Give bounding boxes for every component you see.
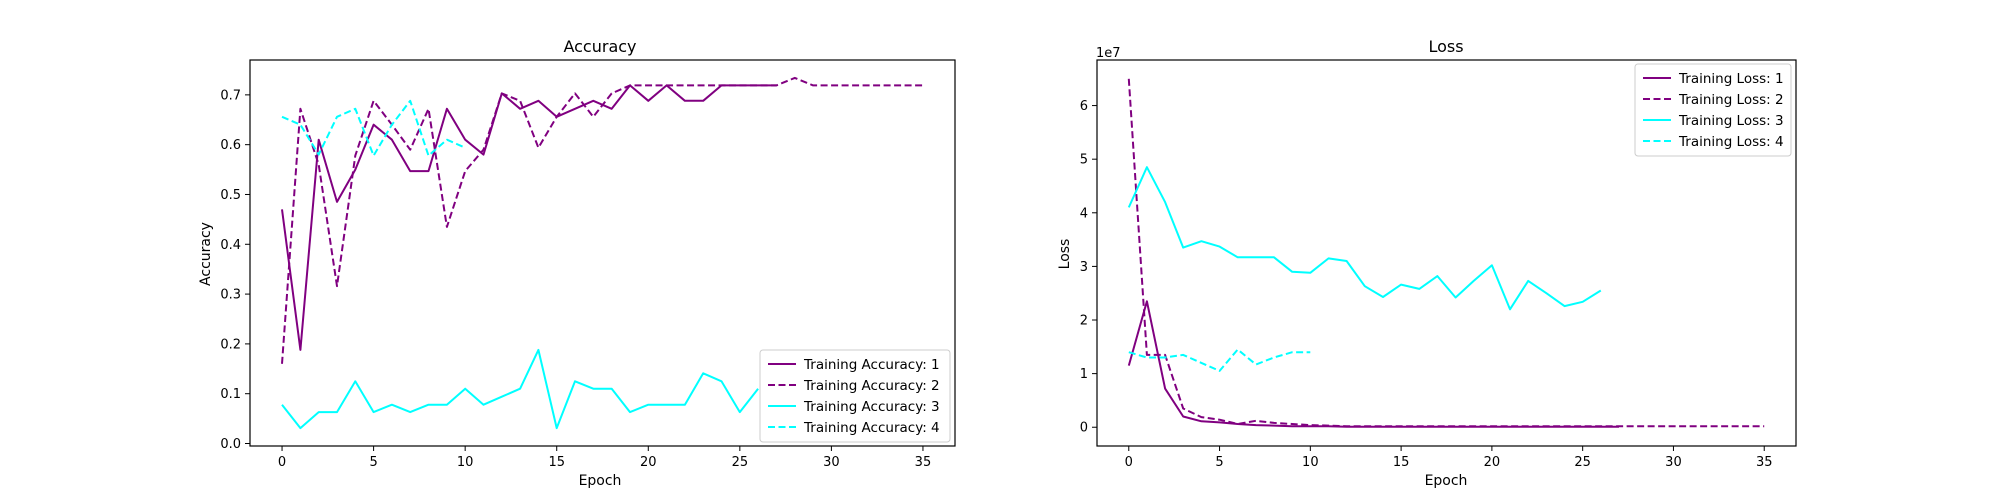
loss-legend: Training Loss: 1 Training Loss: 2 Training… xyxy=(1634,63,1792,157)
loss-legend-label-3: Training Loss: 3 xyxy=(1678,113,1784,129)
accuracy-series-line-4 xyxy=(281,99,466,157)
loss-x-tick-label: 20 xyxy=(1484,455,1501,470)
loss-y-tick-label: 2 xyxy=(1080,314,1088,329)
accuracy-y-tick-label: 0.0 xyxy=(220,437,241,452)
loss-legend-box xyxy=(1634,63,1792,157)
accuracy-series-line-2 xyxy=(281,76,923,364)
accuracy-chart-title: Accuracy xyxy=(563,37,636,56)
accuracy-y-tick-label: 0.3 xyxy=(220,288,241,303)
accuracy-x-tick-label: 5 xyxy=(369,455,377,470)
accuracy-y-tick-label: 0.1 xyxy=(220,387,241,402)
loss-y-tick-label: 5 xyxy=(1080,153,1088,168)
loss-chart-title: Loss xyxy=(1428,37,1463,56)
loss-y-axis-label: Loss xyxy=(1057,239,1073,270)
accuracy-chart: Accuracy Epoch Accuracy 0 5 10 15 20 25 30 35 0.… xyxy=(198,37,956,489)
accuracy-y-tick-label: 0.7 xyxy=(220,88,241,103)
loss-x-tick-label: 5 xyxy=(1215,455,1223,470)
accuracy-x-tick-label: 0 xyxy=(278,455,286,470)
loss-x-tick-label: 35 xyxy=(1756,455,1773,470)
accuracy-legend-label-4: Training Accuracy: 4 xyxy=(803,420,940,436)
loss-x-tick-label: 10 xyxy=(1302,455,1319,470)
accuracy-x-axis-label: Epoch xyxy=(579,473,622,489)
loss-chart: Loss Epoch Loss 1e7 0 5 10 15 20 25 30 35 0 1 2 3 4 5… xyxy=(1057,37,1797,489)
loss-y-tick-label: 3 xyxy=(1080,260,1088,275)
accuracy-y-tick-label: 0.4 xyxy=(220,238,241,253)
accuracy-y-tick-label: 0.2 xyxy=(220,337,241,352)
accuracy-series-line-3 xyxy=(281,348,759,430)
loss-y-tick-label: 0 xyxy=(1080,421,1088,436)
accuracy-y-tick-label: 0.6 xyxy=(220,138,241,153)
accuracy-x-tick-label: 25 xyxy=(732,455,749,470)
accuracy-x-tick-label: 20 xyxy=(640,455,657,470)
accuracy-y-axis-label: Accuracy xyxy=(198,222,214,286)
loss-y-tick-label: 6 xyxy=(1080,99,1088,114)
accuracy-x-tick-label: 15 xyxy=(548,455,565,470)
accuracy-y-tick-label: 0.5 xyxy=(220,188,241,203)
accuracy-plot-frame xyxy=(249,59,956,447)
loss-legend-label-1: Training Loss: 1 xyxy=(1678,71,1784,87)
accuracy-legend-label-1: Training Accuracy: 1 xyxy=(803,357,940,373)
loss-legend-label-4: Training Loss: 4 xyxy=(1678,134,1784,150)
accuracy-legend-label-2: Training Accuracy: 2 xyxy=(803,378,940,394)
loss-y-axis-offset-text: 1e7 xyxy=(1096,46,1121,61)
accuracy-legend-box xyxy=(759,349,951,443)
loss-x-tick-label: 25 xyxy=(1574,455,1591,470)
loss-series-line-3 xyxy=(1127,166,1602,311)
loss-plot-frame xyxy=(1096,59,1797,447)
loss-x-axis-label: Epoch xyxy=(1425,473,1468,489)
accuracy-x-tick-label: 35 xyxy=(915,455,932,470)
loss-y-tick-label: 4 xyxy=(1080,206,1088,221)
loss-x-tick-label: 0 xyxy=(1125,455,1133,470)
accuracy-x-tick-label: 30 xyxy=(823,455,840,470)
loss-y-tick-label: 1 xyxy=(1080,367,1088,382)
loss-x-tick-label: 15 xyxy=(1393,455,1410,470)
accuracy-legend-label-3: Training Accuracy: 3 xyxy=(803,399,940,415)
loss-x-tick-label: 30 xyxy=(1665,455,1682,470)
loss-series-line-2 xyxy=(1127,78,1765,428)
accuracy-series-line-1 xyxy=(281,84,777,351)
loss-legend-label-2: Training Loss: 2 xyxy=(1678,92,1784,108)
accuracy-x-tick-label: 10 xyxy=(457,455,474,470)
accuracy-legend: Training Accuracy: 1 Training Accuracy: 2… xyxy=(759,349,951,443)
loss-series-line-4 xyxy=(1128,348,1311,372)
